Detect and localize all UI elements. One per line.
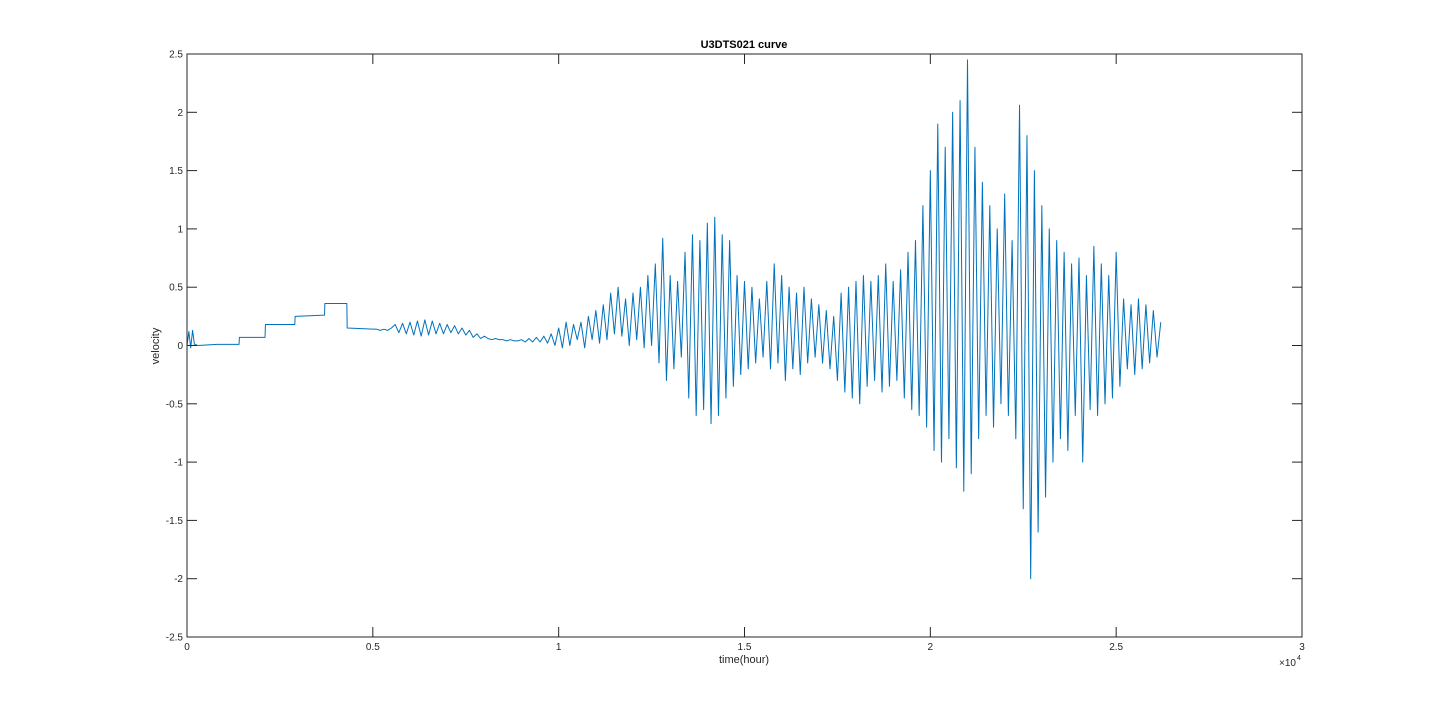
x-tick-label: 2 [928, 642, 934, 653]
y-tick-label: 0 [177, 341, 183, 352]
x-multiplier-exponent: 4 [1297, 655, 1301, 662]
x-tick-label: 1 [556, 642, 562, 653]
y-tick-label: 0.5 [169, 283, 183, 294]
chart-title: U3DTS021 curve [701, 39, 788, 51]
y-axis-label: velocity [150, 327, 162, 364]
y-tick-label: -0.5 [166, 399, 184, 410]
y-tick-label: 2.5 [169, 50, 183, 61]
y-tick-label: 2 [177, 108, 183, 119]
x-tick-label: 0.5 [366, 642, 380, 653]
y-tick-label: -2.5 [166, 633, 184, 644]
x-multiplier: ×10 [1279, 658, 1296, 669]
y-tick-label: 1.5 [169, 166, 183, 177]
y-tick-label: -1.5 [166, 516, 184, 527]
y-tick-label: -2 [174, 574, 183, 585]
x-tick-label: 3 [1299, 642, 1305, 653]
y-tick-label: -1 [174, 458, 183, 469]
x-axis-label: time(hour) [719, 654, 769, 666]
data-line [186, 59, 1162, 580]
x-tick-label: 1.5 [738, 642, 752, 653]
x-tick-label: 2.5 [1109, 642, 1123, 653]
y-tick-label: 1 [177, 224, 183, 235]
x-tick-label: 0 [184, 642, 190, 653]
